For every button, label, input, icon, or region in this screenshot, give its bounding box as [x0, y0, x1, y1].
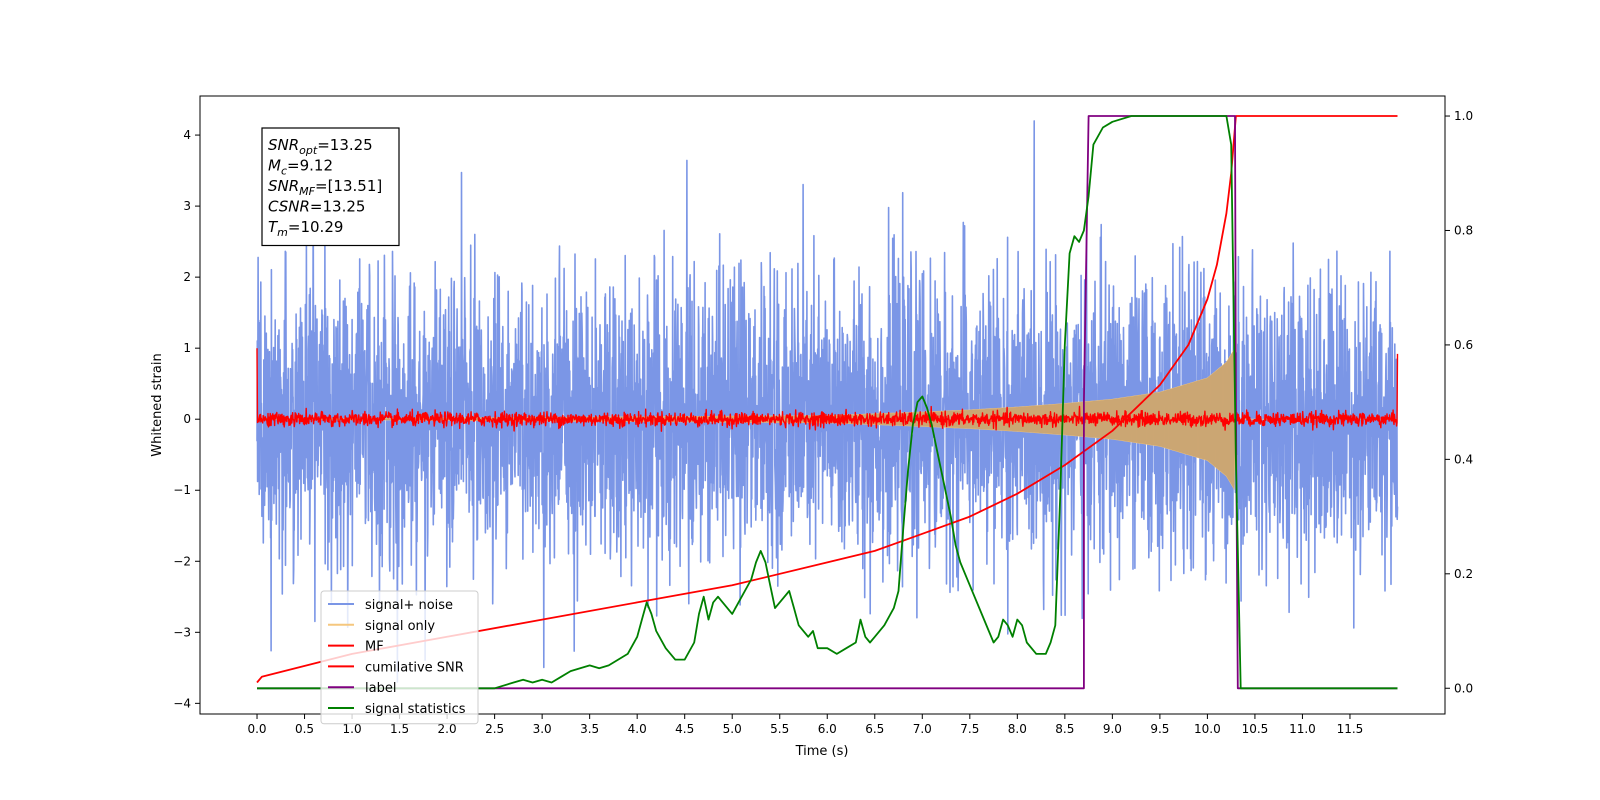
x-tick-label: 2.0 [438, 722, 457, 736]
plot-frame [199, 95, 1446, 715]
x-tick-label: 2.5 [485, 722, 504, 736]
x-tick-label: 10.5 [1242, 722, 1269, 736]
x-tick-label: 8.5 [1055, 722, 1074, 736]
y-tick-label-right: 0.0 [1454, 681, 1473, 695]
series-signal-noise [256, 120, 1399, 683]
y-tick-label-right: 0.8 [1454, 223, 1473, 237]
y-tick-label-right: 0.2 [1454, 567, 1473, 581]
legend-label-mf: MF [365, 640, 384, 655]
legend-frame [320, 590, 479, 725]
x-tick-label: 9.5 [1150, 722, 1169, 736]
y-tick-label-left: 3 [183, 199, 191, 213]
annotation-frame [261, 127, 400, 247]
x-tick-label: 11.5 [1337, 722, 1364, 736]
x-tick-label: 7.5 [960, 722, 979, 736]
x-tick-label: 4.5 [675, 722, 694, 736]
y-tick-label-left: 1 [183, 341, 191, 355]
annotation-line: Tm=10.29 [268, 218, 343, 239]
y-tick-label-left: −3 [173, 625, 191, 639]
x-tick-label: 0.5 [295, 722, 314, 736]
x-tick-label: 10.0 [1194, 722, 1221, 736]
y-tick-label-left: −4 [173, 696, 191, 710]
y-tick-label-right: 0.4 [1454, 452, 1473, 466]
legend-label-signal-noise: signal+ noise [365, 598, 453, 613]
annotation-box: SNRopt=13.25Mc=9.12SNRMF=[13.51]CSNR=13.… [261, 127, 400, 247]
legend-label-cumilative-snr: cumilative SNR [365, 660, 464, 675]
x-tick-label: 4.0 [628, 722, 647, 736]
x-tick-label: 11.0 [1289, 722, 1316, 736]
x-tick-label: 7.0 [913, 722, 932, 736]
y-tick-label-left: −1 [173, 483, 191, 497]
legend-label-signal-only: signal only [365, 619, 435, 634]
y-tick-label-left: −2 [173, 554, 191, 568]
x-tick-label: 8.0 [1008, 722, 1027, 736]
x-tick-label: 5.5 [770, 722, 789, 736]
x-tick-label: 9.0 [1103, 722, 1122, 736]
series-cumilative-snr [256, 115, 1398, 684]
x-tick-label: 1.0 [343, 722, 362, 736]
series-mf [256, 348, 1399, 432]
y-tick-label-left: 0 [183, 412, 191, 426]
legend: signal+ noise signal only MF cumilative SNR… [320, 590, 479, 725]
annotation-line: CSNR=13.25 [268, 198, 365, 216]
x-tick-label: 1.5 [390, 722, 409, 736]
annotation-line: SNRMF=[13.51] [268, 177, 382, 198]
series-signal-statistics [257, 115, 1398, 690]
legend-label-label: label [365, 681, 396, 696]
annotation-line: SNRopt=13.25 [268, 136, 373, 157]
legend-label-signal-statistics: signal statistics [365, 702, 466, 717]
x-tick-label: 3.5 [580, 722, 599, 736]
annotation-line: Mc=9.12 [268, 157, 333, 178]
y-axis-label-left: Whitened strain [150, 353, 165, 456]
x-tick-label: 6.0 [818, 722, 837, 736]
y-tick-label-left: 2 [183, 270, 191, 284]
y-tick-label-left: 4 [183, 128, 191, 142]
y-tick-label-right: 1.0 [1454, 109, 1473, 123]
x-tick-label: 0.0 [247, 722, 266, 736]
y-tick-label-right: 0.6 [1454, 338, 1473, 352]
x-tick-label: 5.0 [723, 722, 742, 736]
x-axis-label: Time (s) [795, 744, 849, 759]
x-tick-label: 3.0 [533, 722, 552, 736]
x-tick-label: 6.5 [865, 722, 884, 736]
